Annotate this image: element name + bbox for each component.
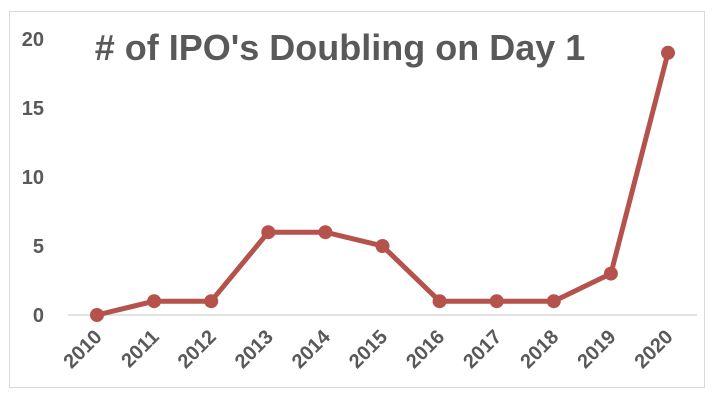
data-point	[261, 225, 276, 240]
data-point	[318, 225, 333, 240]
data-point	[489, 294, 504, 309]
chart-title: # of IPO's Doubling on Day 1	[95, 27, 586, 68]
x-tick-label: 2013	[231, 326, 278, 373]
y-tick-label: 0	[33, 305, 44, 327]
x-tick-label: 2015	[345, 326, 392, 373]
x-tick-label: 2020	[631, 326, 678, 373]
data-point	[546, 294, 561, 309]
x-tick-label: 2017	[459, 326, 506, 373]
x-tick-label: 2010	[60, 326, 107, 373]
data-point	[432, 294, 447, 309]
y-tick-label: 20	[22, 29, 44, 51]
y-tick-label: 10	[22, 167, 44, 189]
series-line	[94, 50, 671, 318]
x-tick-label: 2016	[402, 326, 449, 373]
x-tick-label: 2012	[174, 326, 221, 373]
y-tick-label: 5	[33, 236, 44, 258]
x-tick-label: 2014	[288, 325, 336, 373]
x-tick-label: 2011	[117, 326, 163, 372]
data-points	[90, 45, 675, 322]
x-tick-label: 2018	[516, 326, 563, 373]
data-point	[90, 308, 104, 322]
y-tick-labels: 0 5 10 15 20	[22, 29, 44, 327]
y-tick-label: 15	[22, 98, 44, 120]
data-point	[204, 294, 219, 309]
chart-frame	[9, 11, 705, 388]
x-tick-labels: 2010 2011 2012 2013 2014 2015 2016 2017 2018 2019…	[60, 325, 678, 373]
x-tick-label: 2019	[573, 326, 620, 373]
data-point	[661, 45, 675, 60]
data-point	[375, 239, 390, 253]
data-point	[603, 266, 618, 281]
data-point	[147, 294, 162, 309]
